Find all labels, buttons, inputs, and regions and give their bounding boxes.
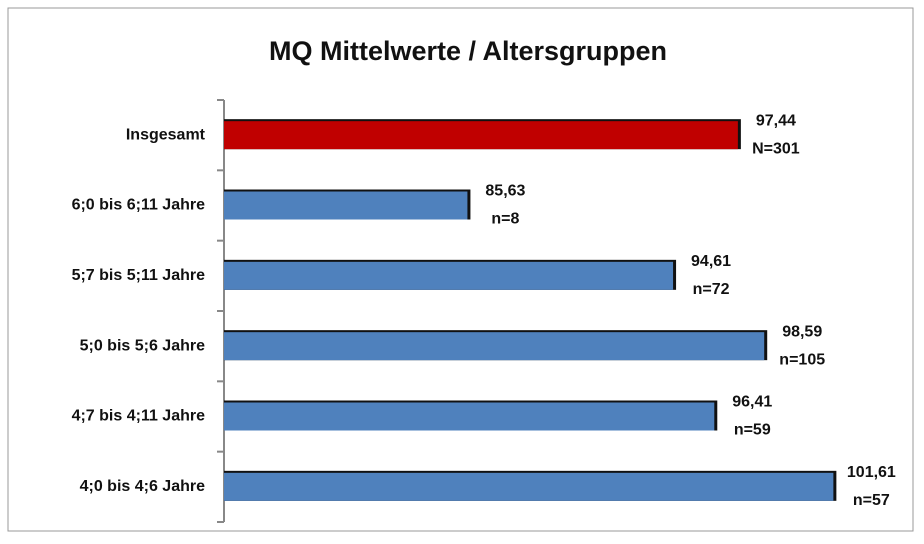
bar	[224, 261, 674, 290]
category-label: 4;7 bis 4;11 Jahre	[72, 408, 206, 425]
bar	[224, 191, 468, 220]
bar	[224, 121, 738, 150]
n-label: n=72	[693, 281, 730, 298]
n-label: n=57	[853, 492, 890, 509]
category-label: 4;0 bis 4;6 Jahre	[80, 478, 206, 495]
chart-title: MQ Mittelwerte / Altersgruppen	[269, 36, 667, 66]
n-label: n=105	[779, 351, 825, 368]
value-label: 97,44	[756, 112, 796, 129]
category-label: 5;0 bis 5;6 Jahre	[80, 337, 206, 354]
value-label: 98,59	[782, 323, 822, 340]
n-label: N=301	[752, 140, 800, 157]
value-label: 94,61	[691, 253, 731, 270]
bar	[224, 332, 765, 361]
value-label: 96,41	[732, 394, 772, 411]
value-label: 101,61	[847, 464, 896, 481]
n-label: n=59	[734, 422, 771, 439]
category-label: Insgesamt	[126, 126, 206, 143]
bar	[224, 402, 715, 431]
category-label: 6;0 bis 6;11 Jahre	[72, 197, 206, 214]
n-label: n=8	[491, 211, 519, 228]
bar	[224, 472, 834, 501]
category-label: 5;7 bis 5;11 Jahre	[72, 267, 206, 284]
value-label: 85,63	[485, 183, 525, 200]
